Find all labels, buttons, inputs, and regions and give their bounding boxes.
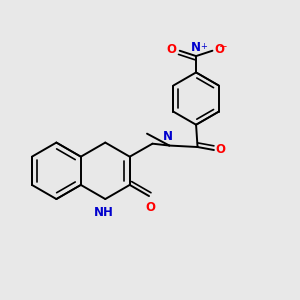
Text: O: O	[146, 200, 155, 214]
Text: −: −	[219, 42, 228, 52]
Text: O: O	[215, 143, 225, 156]
Text: NH: NH	[94, 206, 114, 220]
Text: N: N	[191, 41, 201, 54]
Text: N: N	[163, 130, 173, 143]
Text: O: O	[214, 43, 224, 56]
Text: +: +	[200, 42, 207, 51]
Text: O: O	[167, 43, 177, 56]
